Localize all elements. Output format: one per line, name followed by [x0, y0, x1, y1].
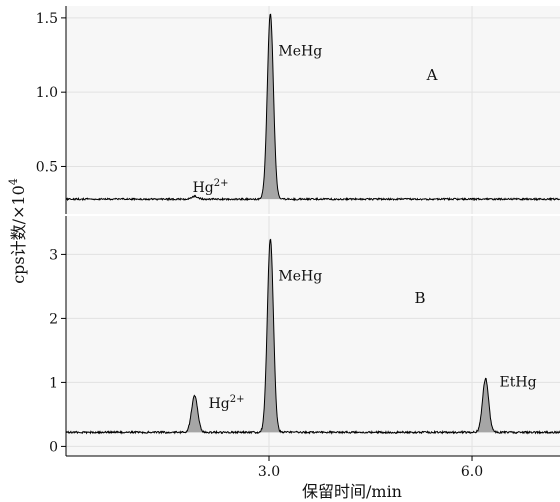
y-axis-title: cps计数/×104 [7, 178, 28, 284]
panel-b-peak-label-0-charge: 2+ [230, 394, 245, 405]
x-axis-ticks: 3.0 6.0 [258, 456, 483, 480]
panel-b-y-tick-label-2: 2 [49, 311, 58, 327]
y-axis-title-main: cps计数/×10 [9, 185, 28, 284]
panel-a-peak-labels: Hg2+ MeHg [193, 43, 323, 196]
panel-b-y-axis: 0 1 2 3 [49, 216, 67, 456]
panel-b-peak-label-1-name: MeHg [278, 268, 322, 284]
panel-b-trace [65, 238, 560, 435]
panel-b-peak-label-2-name: EtHg [500, 375, 537, 391]
panel-a: 0.5 1.0 1.5 Hg2+ MeHg A [36, 6, 560, 214]
x-tick-label-1: 6.0 [461, 464, 483, 480]
x-axis-title: 保留时间/min [302, 482, 402, 501]
x-tick-label-0: 3.0 [258, 464, 280, 480]
panel-a-peak-label-0-name: Hg [193, 180, 214, 196]
panel-b-peak-label-1: MeHg [278, 268, 322, 284]
panel-a-y-tick-label-2: 1.5 [36, 11, 58, 27]
panel-b-label: B [414, 289, 425, 307]
panel-a-label: A [426, 66, 438, 84]
panel-b-peak-label-0-name: Hg [209, 396, 230, 412]
panel-a-peak-label-0: Hg2+ [193, 178, 229, 196]
panel-b-y-tick-label-1: 1 [49, 375, 58, 391]
panel-b-y-tick-label-3: 3 [49, 247, 58, 263]
panel-b-peak-label-2: EtHg [500, 375, 537, 391]
y-axis-title-exponent: 4 [7, 178, 20, 185]
panel-a-background [66, 6, 560, 214]
panel-a-peak-label-1-name: MeHg [278, 43, 322, 59]
panel-a-trace [65, 13, 560, 202]
panel-b-background [66, 216, 560, 456]
panel-a-y-axis: 0.5 1.0 1.5 [36, 6, 67, 214]
panel-b-y-tick-label-0: 0 [49, 439, 58, 455]
panel-b-peak-label-0: Hg2+ [209, 394, 245, 412]
panel-a-peak-label-0-charge: 2+ [214, 178, 229, 189]
panel-b: 0 1 2 3 Hg2+ MeHg EtHg B [49, 216, 560, 456]
panel-b-peak-labels: Hg2+ MeHg EtHg [209, 268, 537, 411]
panel-a-peak-label-1: MeHg [278, 43, 322, 59]
panel-a-y-tick-label-1: 1.0 [36, 85, 58, 101]
panel-a-y-tick-label-0: 0.5 [36, 159, 58, 175]
panel-a-grid [66, 6, 560, 214]
